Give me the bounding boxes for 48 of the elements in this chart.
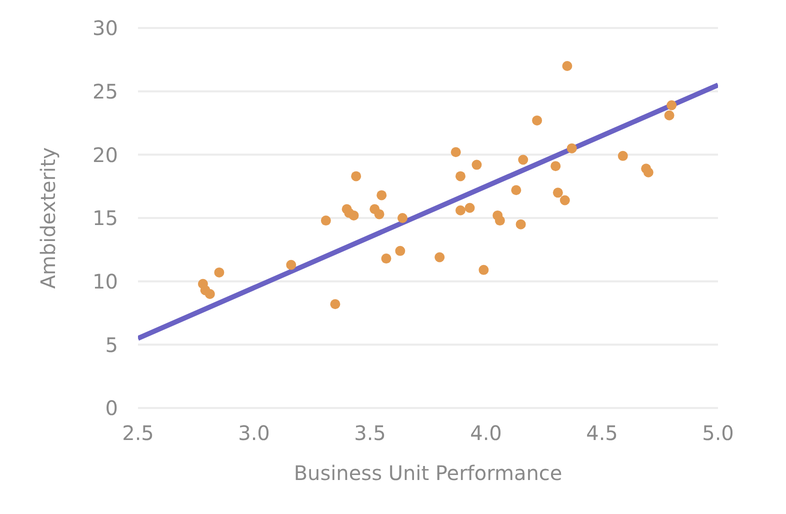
- point: [618, 150, 628, 161]
- y-tick-label: 20: [92, 142, 118, 167]
- x-tick-label: 4.0: [470, 421, 502, 446]
- point: [516, 219, 526, 230]
- point: [455, 171, 466, 182]
- y-tick-label: 0: [105, 396, 118, 420]
- x-tick-label: 2.5: [122, 421, 154, 446]
- point: [560, 195, 570, 206]
- point: [464, 202, 475, 213]
- x-tick-label: 3.5: [354, 421, 386, 446]
- point: [455, 205, 466, 216]
- point: [204, 289, 215, 299]
- x-tick-label: 3.0: [238, 421, 270, 446]
- point: [472, 160, 482, 170]
- point: [450, 147, 461, 158]
- y-tick-label: 5: [105, 332, 118, 357]
- point: [395, 246, 406, 256]
- x-axis-title: Business Unit Performance: [294, 461, 562, 485]
- x-tick-label: 4.5: [586, 421, 618, 446]
- point: [550, 161, 561, 172]
- y-tick-label: 15: [92, 206, 118, 230]
- point: [434, 252, 445, 262]
- point: [348, 210, 359, 220]
- point: [320, 216, 331, 226]
- point: [330, 299, 340, 310]
- point: [518, 154, 528, 165]
- point: [566, 143, 577, 154]
- point: [286, 260, 296, 270]
- point: [532, 115, 542, 126]
- point: [374, 209, 384, 220]
- y-axis-title: Ambidexterity: [36, 147, 60, 289]
- point: [478, 264, 489, 275]
- point: [381, 254, 392, 264]
- x-tick-label: 5.0: [702, 421, 734, 446]
- point: [511, 185, 522, 196]
- point: [664, 110, 674, 120]
- point: [397, 213, 408, 223]
- point: [643, 167, 654, 178]
- point: [552, 188, 563, 198]
- point: [562, 61, 572, 71]
- y-tick-label: 10: [92, 269, 118, 294]
- point: [494, 216, 505, 226]
- point: [376, 190, 387, 200]
- point: [351, 171, 362, 182]
- y-tick-label: 25: [92, 79, 118, 104]
- point: [666, 100, 677, 110]
- point: [214, 267, 224, 278]
- y-tick-label: 30: [92, 16, 118, 40]
